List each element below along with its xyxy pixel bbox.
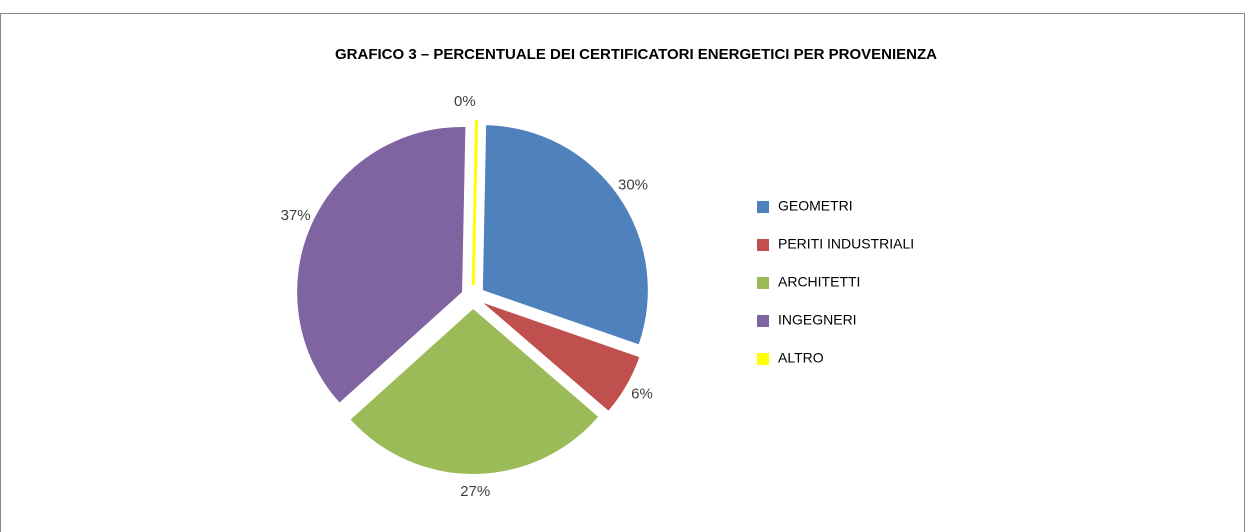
pie-slice [482,125,648,345]
data-label: 0% [454,93,476,110]
data-label: 30% [618,177,648,194]
legend-label: ARCHITETTI [778,274,860,290]
legend-label: ALTRO [778,350,824,366]
legend-label: INGEGNERI [778,312,857,328]
legend-swatch [757,315,769,327]
legend-swatch [757,201,769,213]
data-label: 27% [460,483,490,500]
legend-swatch [757,239,769,251]
chart-title: GRAFICO 3 – PERCENTUALE DEI CERTIFICATOR… [335,46,937,63]
data-label: 6% [631,385,653,402]
legend-label: PERITI INDUSTRIALI [778,236,914,252]
legend-swatch [757,277,769,289]
pie-slice [350,308,599,474]
data-label: 37% [281,207,311,224]
legend-label: GEOMETRI [778,198,853,214]
pie-slice [483,302,640,411]
legend-swatch [757,353,769,365]
pie-slice [297,127,466,403]
